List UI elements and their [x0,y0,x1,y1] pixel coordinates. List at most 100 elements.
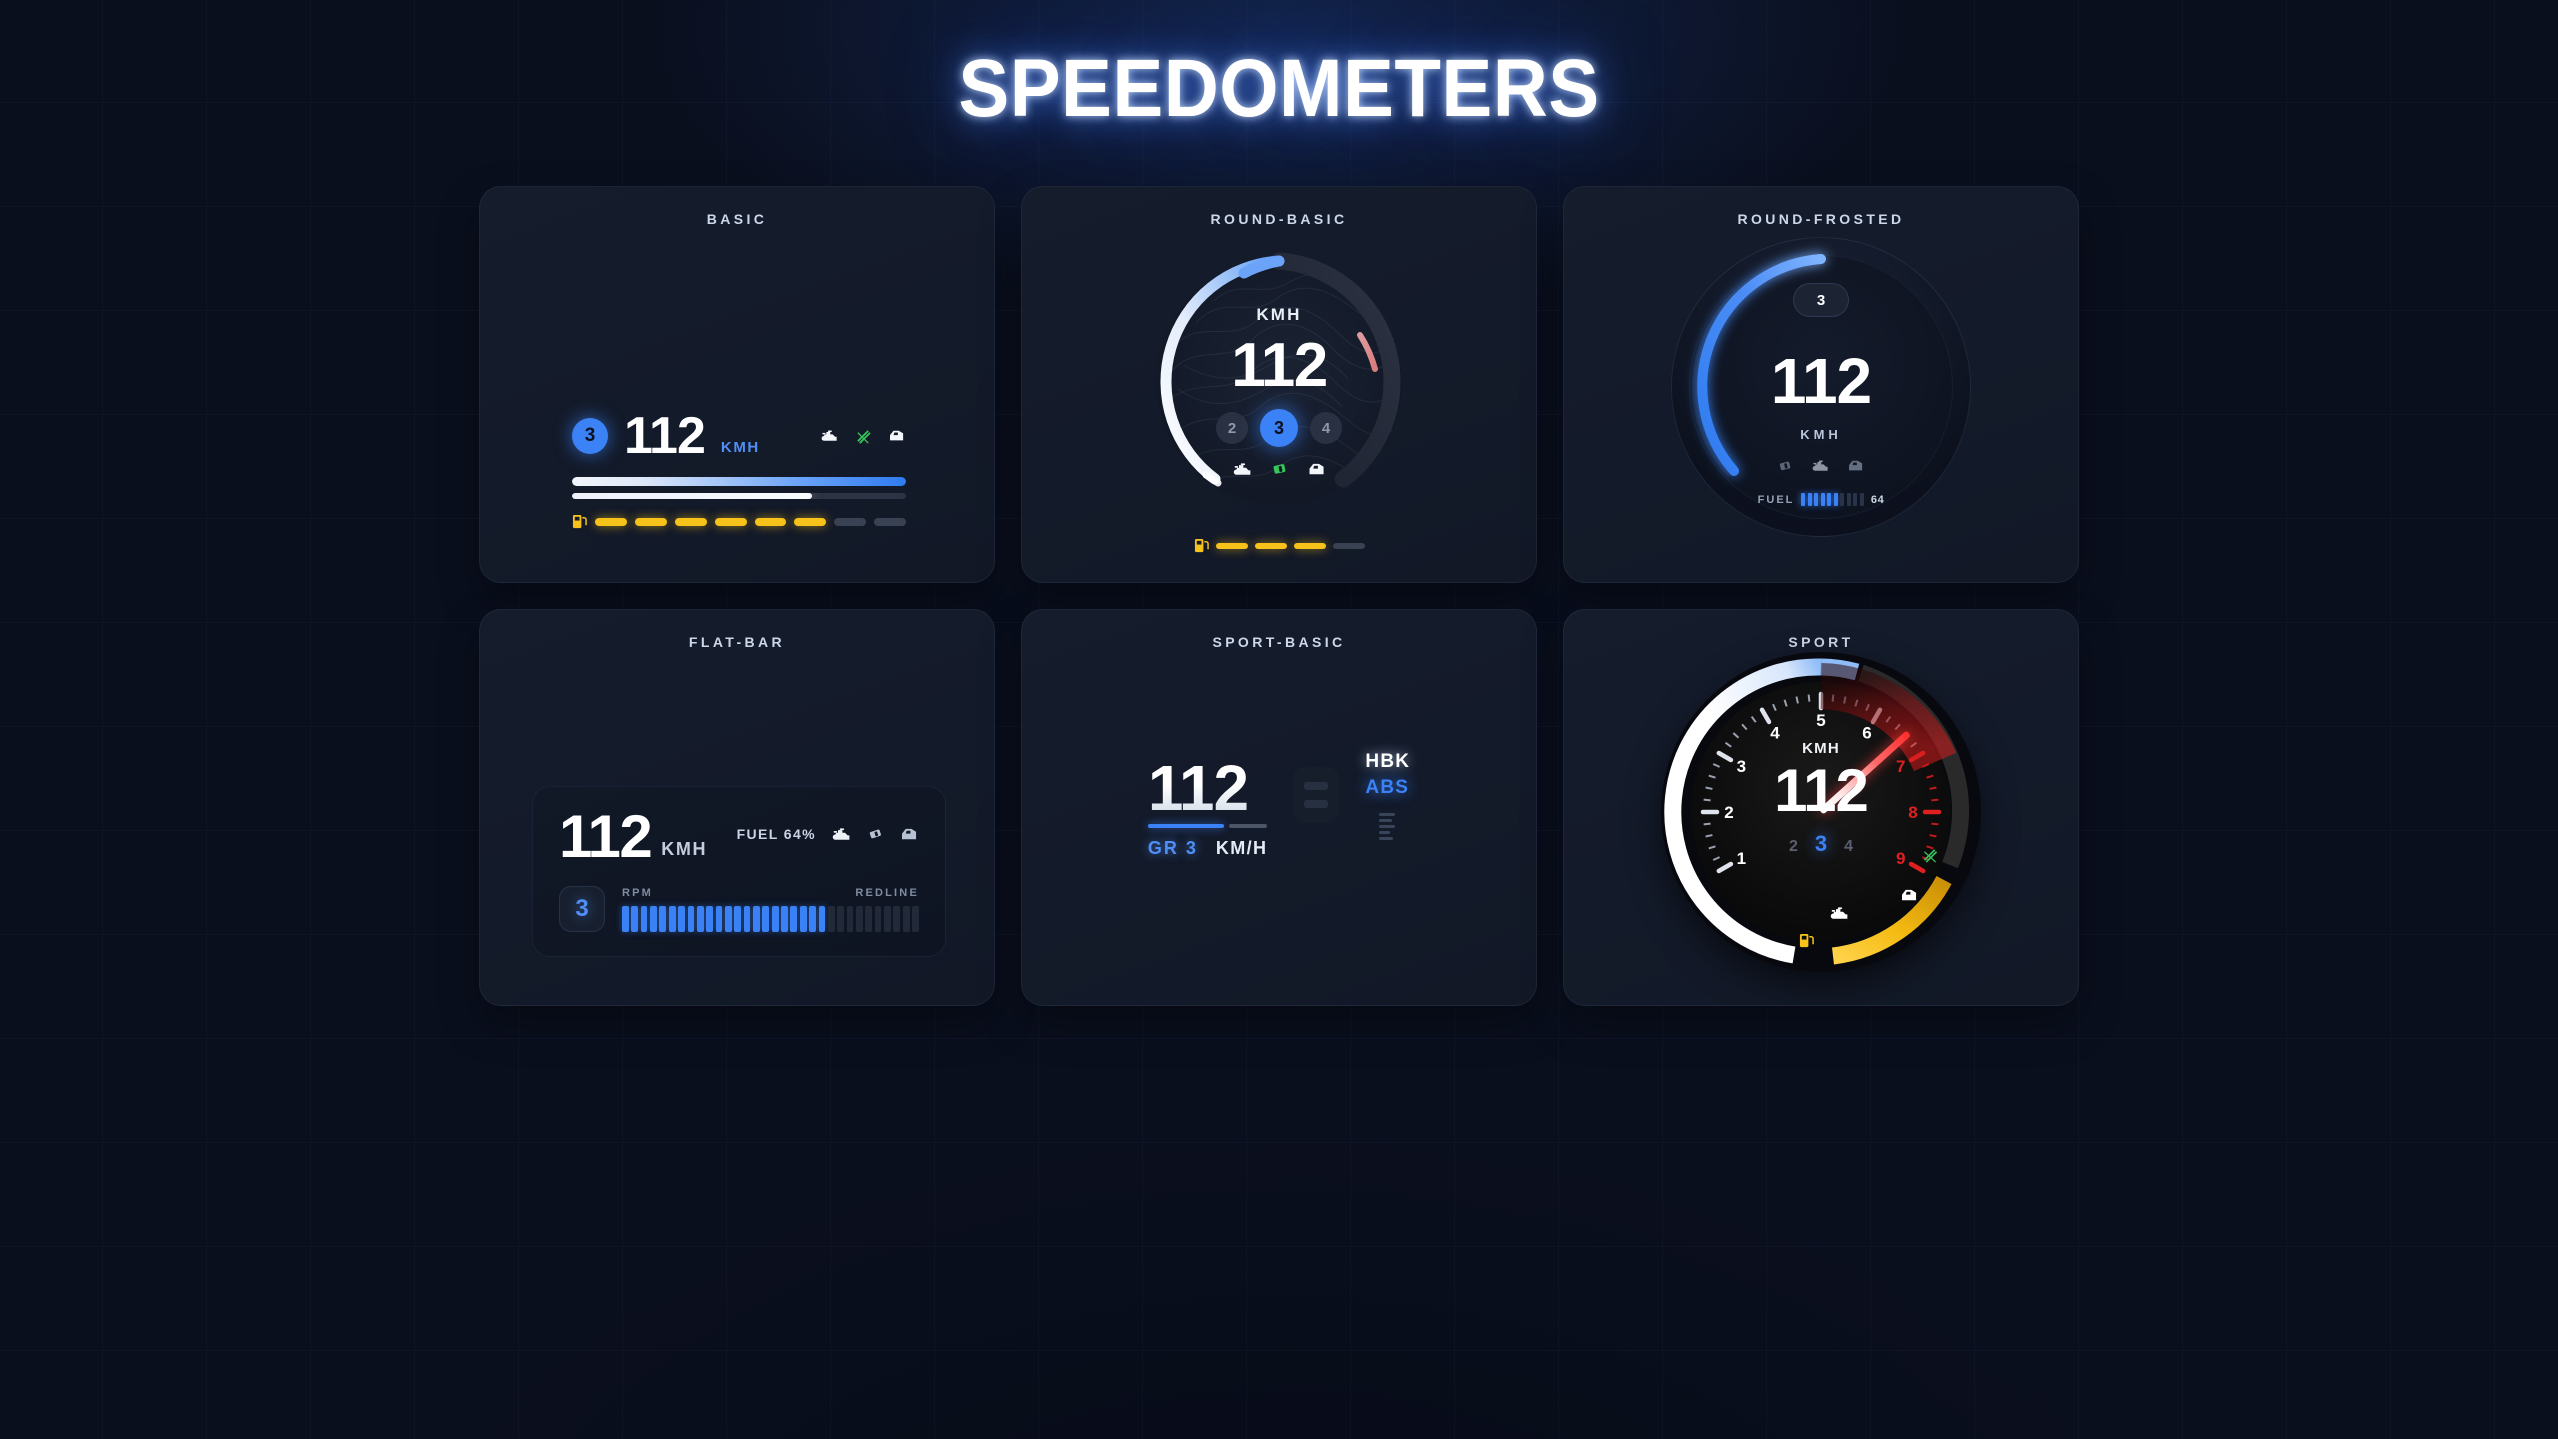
rpm-segment [753,906,760,932]
card-title-basic: BASIC [706,211,768,227]
dial-minor-tick [1708,845,1716,850]
dial-minor-tick [1772,703,1777,712]
dial-number: 8 [1908,803,1917,822]
flat-rpm-row: 3 RPM REDLINE [559,886,919,932]
door-icon [900,827,919,842]
dial-minor-tick [1741,723,1748,731]
rpm-segment [799,906,807,932]
fuel-tick [1807,493,1812,506]
dial-number: 4 [1770,723,1780,742]
sport-basic-readout: 112 GR 3 KM/H [1147,756,1268,859]
dial-number: 6 [1862,723,1871,742]
abs-indicator: ABS [1365,777,1410,798]
speed-value: 112 [624,406,706,465]
engine-icon [1811,459,1830,473]
rpm-segment [837,906,845,932]
dial-minor-tick [1795,696,1799,704]
dial-major-tick [1716,861,1734,874]
seatbelt-icon [855,429,872,444]
fuel-tick [1801,493,1806,506]
rpm-segment [762,906,770,932]
fuel-gauge: FUEL 64 [1671,493,1971,506]
seatbelt-icon [867,827,885,842]
rpm-label-row: RPM REDLINE [622,887,919,899]
signal-bars-icon [1365,813,1410,840]
rpm-segment [659,906,667,932]
fuel-tick-row [1801,493,1864,506]
fuel-segment [1332,542,1365,549]
rpm-segment [668,906,676,932]
fuel-segment [1254,542,1287,549]
fuel-pump-icon [572,513,587,530]
rpm-gauge: RPM REDLINE [622,887,919,932]
fuel-text: FUEL 64% [736,826,816,842]
dial-number: 1 [1737,849,1746,868]
speedometer-card-grid: BASIC 3 112 KMH [479,186,2079,1006]
fuel-segment [834,517,867,526]
gear-option[interactable]: 2 [1788,838,1798,855]
dial-major-tick [1716,750,1734,763]
rpm-segment-row [622,906,919,932]
fuel-tick [1859,493,1864,506]
card-sport-basic[interactable]: SPORT-BASIC 112 GR 3 KM/H [1021,609,1537,1006]
card-title-flat-bar: FLAT-BAR [688,634,786,650]
rpm-bar-track [572,493,906,499]
fuel-segment [1215,542,1248,549]
fuel-segment [754,517,787,526]
card-basic[interactable]: BASIC 3 112 KMH [479,186,995,583]
fuel-segment [874,517,906,526]
underline-track [1229,824,1268,828]
engine-icon [1829,906,1850,921]
gear-option[interactable]: 2 [1216,412,1248,444]
frosted-gauge: 3 112 KMH [1671,237,1971,537]
rpm-segment [650,906,657,932]
card-sport[interactable]: SPORT [1563,609,2079,1006]
gear-option[interactable]: 4 [1844,838,1854,855]
indicator-stack: HBK ABS [1365,751,1410,840]
gauge-arc [1160,252,1401,488]
rpm-segment [771,906,779,932]
rpm-segment [809,906,816,932]
speed-underline [1147,824,1268,828]
dial-major-tick [1908,861,1926,874]
speed-value: 112 [1231,331,1328,400]
dial-number: 3 [1737,757,1746,776]
fuel-tick [1820,493,1825,506]
redline-label: REDLINE [855,887,919,899]
page-title: SPEEDOMETERS [958,43,1600,134]
rpm-segment [724,906,732,932]
menu-bar-top [1304,781,1329,790]
gear-option[interactable]: 3 [1260,409,1298,447]
menu-bar-bottom [1304,799,1329,808]
basic-readout-row: 3 112 KMH [572,406,906,465]
status-icon-row [1134,461,1424,477]
rpm-segment [902,906,910,932]
gear-option[interactable]: 4 [1310,412,1342,444]
dial-minor-tick [1703,798,1711,802]
engine-icon [820,429,839,443]
speed-bar-track [572,477,906,486]
sport-basic-label-row: GR 3 KM/H [1148,838,1268,859]
rpm-segment [827,906,835,932]
card-flat-bar[interactable]: FLAT-BAR 112 KMH FUEL 64% [479,609,995,1006]
dial-minor-tick [1783,699,1788,707]
speed-unit: KMH [720,439,760,456]
engine-icon [1232,462,1253,477]
signal-bar [1379,831,1391,834]
flat-readout-row: 112 KMH FUEL 64% [559,806,919,866]
gear-option[interactable]: 3 [1814,831,1828,856]
fuel-pump-icon [1194,537,1209,554]
speed-bar-fill [572,477,906,486]
card-round-basic[interactable]: ROUND-BASIC [1021,186,1537,583]
dial-minor-tick [1708,774,1716,779]
menu-bars-icon [1293,766,1340,823]
card-round-frosted[interactable]: ROUND-FROSTED [1563,186,2079,583]
fuel-pump-icon [1799,932,1814,949]
fuel-label: FUEL [1757,493,1795,506]
rpm-label: RPM [622,887,654,899]
card-title-sport: SPORT [1788,634,1854,650]
seatbelt-icon [1271,461,1289,477]
